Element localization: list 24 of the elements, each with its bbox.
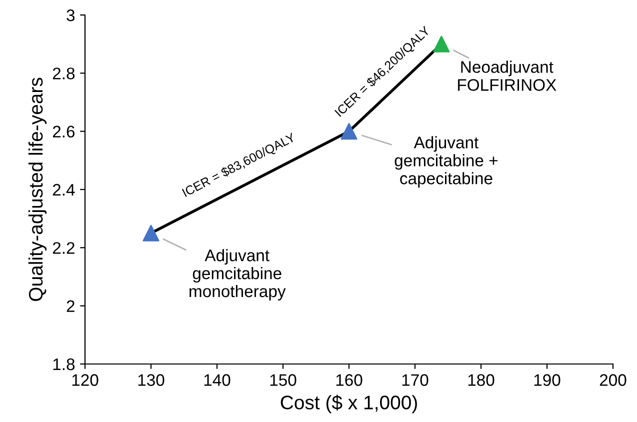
x-tick-label: 200 [600, 374, 626, 386]
y-tick-label: 2.8 [52, 68, 75, 80]
x-tick-label: 160 [336, 374, 362, 386]
y-tick-label: 2.6 [52, 126, 75, 138]
y-tick-label: 1.8 [53, 358, 75, 370]
x-tick-label: 150 [270, 374, 296, 386]
y-tick-label: 3 [66, 9, 75, 22]
x-tick-label: 130 [138, 374, 164, 386]
annotation: Adjuvant gemcitabine monotherapy [190, 249, 286, 301]
point [433, 36, 450, 52]
x-tick-label: 190 [534, 374, 560, 386]
x-tick-label: 170 [402, 374, 428, 386]
point [340, 123, 358, 140]
x-tick-label: 120 [72, 374, 98, 386]
x-tick-label: 180 [468, 374, 494, 386]
y-axis-title: Quality-adjusted life-years [28, 78, 47, 301]
annotation: Adjuvant gemcitabine + capecitabine [394, 136, 498, 188]
x-tick-label: 140 [204, 374, 230, 386]
annotation: Neoadjuvant FOLFIRINOX [458, 60, 556, 91]
y-tick-label: 2.2 [52, 242, 74, 254]
y-tick-label: 2.4 [52, 184, 75, 196]
x-axis-title: Cost ($ x 1,000) [280, 394, 417, 414]
y-tick-label: 2 [66, 300, 74, 312]
point [142, 224, 160, 242]
